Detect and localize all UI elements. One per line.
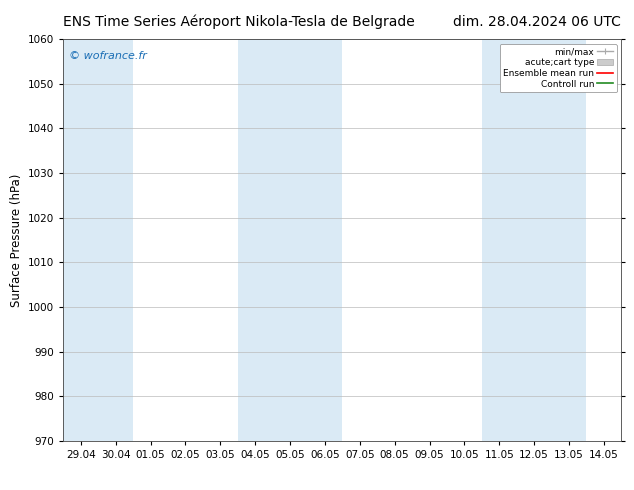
Legend: min/max, acute;cart type, Ensemble mean run, Controll run: min/max, acute;cart type, Ensemble mean …: [500, 44, 617, 92]
Bar: [482, 39, 586, 441]
Y-axis label: Surface Pressure (hPa): Surface Pressure (hPa): [10, 173, 23, 307]
Text: ENS Time Series Aéroport Nikola-Tesla de Belgrade: ENS Time Series Aéroport Nikola-Tesla de…: [63, 15, 415, 29]
Text: © wofrance.fr: © wofrance.fr: [69, 51, 147, 61]
Bar: [238, 39, 342, 441]
Bar: [63, 39, 133, 441]
Text: dim. 28.04.2024 06 UTC: dim. 28.04.2024 06 UTC: [453, 15, 621, 29]
